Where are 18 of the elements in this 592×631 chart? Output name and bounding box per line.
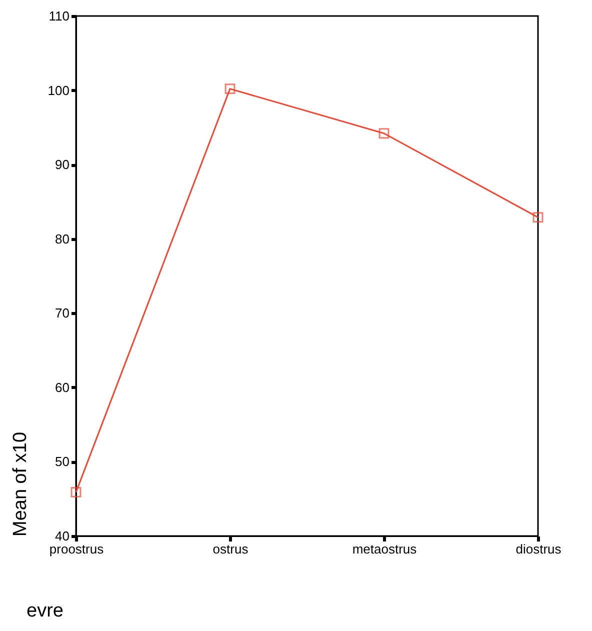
point — [378, 128, 390, 139]
x-axis-title: evre — [26, 600, 64, 622]
x-tick-label: diostrus — [516, 542, 562, 556]
y-tick-label: 110 — [48, 8, 70, 24]
y-tick-label: 90 — [55, 157, 70, 172]
point — [532, 212, 544, 223]
x-tick-label: metaostrus — [352, 542, 418, 556]
y-tick-label: 40 — [55, 528, 70, 544]
x-tick-label: proostrus — [49, 542, 104, 556]
y-axis-title: Mean of x10 — [10, 432, 31, 536]
x-tick-label: ostrus — [212, 542, 249, 556]
y-tick-label: 50 — [55, 454, 70, 470]
y-tick-label: 100 — [48, 82, 70, 98]
y-tick-label: 60 — [55, 380, 70, 395]
y-tick-label: 80 — [55, 231, 70, 246]
point — [70, 486, 82, 498]
y-tick-label: 70 — [55, 306, 70, 321]
point — [224, 84, 236, 94]
